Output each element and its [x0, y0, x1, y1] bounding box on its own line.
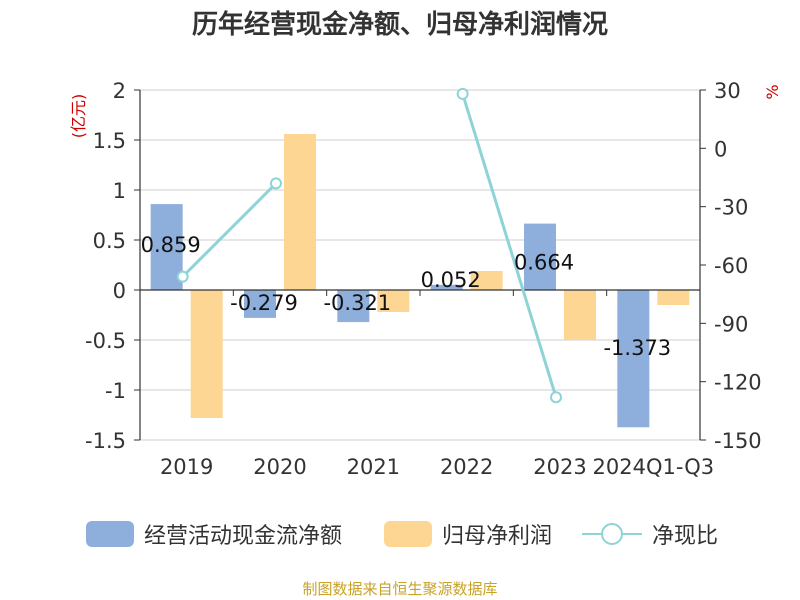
data-label: -0.279 — [230, 291, 298, 315]
bar-operating-cashflow — [524, 223, 556, 290]
left-tick-label: -0.5 — [85, 329, 126, 353]
data-label: 0.664 — [514, 251, 574, 275]
legend-item-operating-cashflow[interactable]: 经营活动现金流净额 — [86, 514, 342, 554]
left-tick-label: -1 — [105, 379, 126, 403]
cash-ratio-point — [270, 177, 282, 190]
x-tick-label: 2022 — [440, 455, 493, 479]
bar-operating-cashflow — [337, 290, 370, 323]
legend-swatch-net-profit — [384, 521, 432, 547]
bar-net-profit — [377, 290, 410, 312]
left-tick-label: 0 — [113, 279, 126, 303]
bar-net-profit — [190, 290, 223, 418]
legend-label-operating-cashflow: 经营活动现金流净额 — [144, 524, 343, 549]
left-tick-label: 1.5 — [93, 129, 126, 153]
left-tick-label: 0.5 — [93, 229, 126, 253]
data-label: 0.052 — [421, 268, 481, 292]
legend-label-net-profit: 归母净利润 — [442, 524, 553, 549]
right-tick-label: -90 — [714, 312, 748, 336]
bar-operating-cashflow — [617, 290, 650, 428]
left-tick-label: -1.5 — [85, 429, 126, 453]
bar-net-profit — [470, 271, 503, 290]
bar-operating-cashflow — [244, 290, 276, 318]
right-tick-label: -60 — [714, 254, 748, 278]
chart-title: 历年经营现金净额、归母净利润情况 — [191, 10, 608, 40]
left-tick-label: 2 — [113, 79, 126, 103]
x-tick-label: 2019 — [160, 455, 213, 479]
cash-ratio-point — [176, 270, 189, 283]
left-axis-label: (亿元) — [69, 94, 88, 139]
cash-ratio-line-segment — [181, 182, 278, 278]
right-tick-label: -120 — [714, 371, 762, 395]
legend-item-cash-ratio[interactable]: 净现比 — [582, 514, 718, 554]
x-tick-label: 2024Q1-Q3 — [593, 455, 715, 479]
legend-item-net-profit[interactable]: 归母净利润 — [384, 514, 552, 554]
legend-swatch-operating-cashflow — [86, 521, 134, 547]
cash-ratio-line-segment — [461, 93, 558, 398]
bar-net-profit — [657, 290, 690, 305]
data-label: -0.321 — [323, 291, 391, 315]
left-tick-label: 1 — [113, 179, 126, 203]
legend-swatch-cash-ratio — [582, 521, 642, 547]
source-note: 制图数据来自恒生聚源数据库 — [302, 580, 498, 598]
cash-ratio-point — [456, 87, 469, 100]
right-tick-label: 0 — [714, 137, 727, 161]
x-tick-label: 2023 — [533, 455, 586, 479]
bar-net-profit — [564, 290, 596, 340]
bar-operating-cashflow — [430, 284, 463, 290]
x-tick-label: 2020 — [253, 455, 306, 479]
bar-net-profit — [284, 134, 316, 290]
data-label: 0.859 — [141, 233, 201, 257]
cash-ratio-point — [550, 391, 562, 404]
right-tick-label: -150 — [714, 429, 762, 453]
right-tick-label: 30 — [714, 79, 741, 103]
legend-label-cash-ratio: 净现比 — [652, 524, 719, 549]
right-axis-label: % — [763, 84, 782, 99]
right-tick-label: -30 — [714, 196, 748, 220]
x-tick-label: 2021 — [347, 455, 400, 479]
data-label: -1.373 — [603, 336, 671, 360]
